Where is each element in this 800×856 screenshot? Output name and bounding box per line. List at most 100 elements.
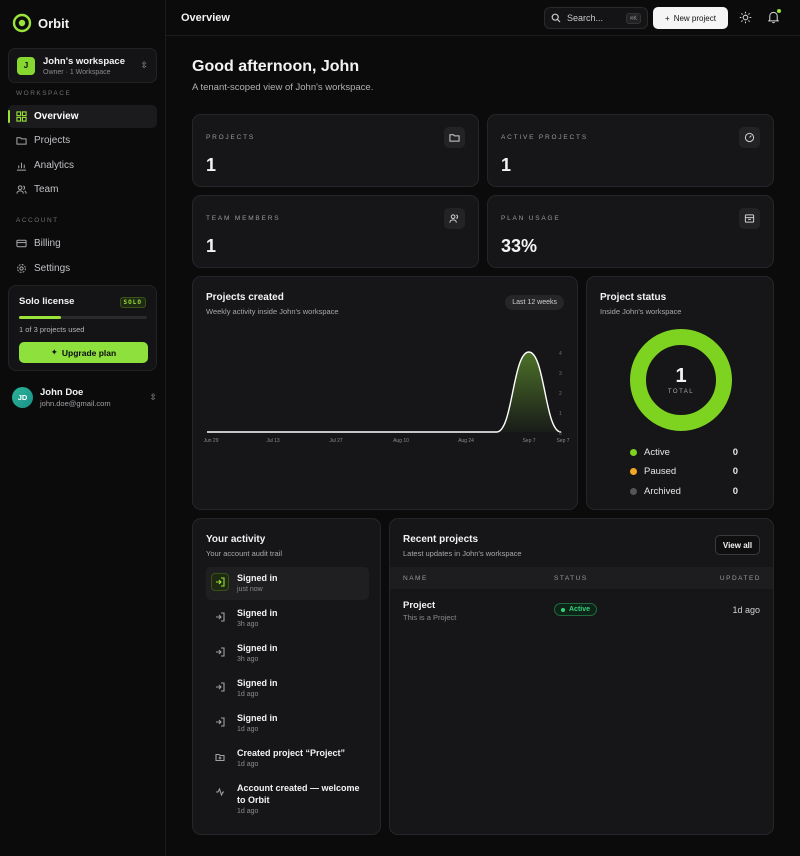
upgrade-plan-button[interactable]: ✦ Upgrade plan [19,342,148,363]
range-selector[interactable]: Last 12 weeks [505,295,564,310]
gauge-icon [739,127,760,148]
chart-area-fill [207,352,561,432]
legend-dot [630,449,637,456]
users-icon [16,185,27,194]
archive-icon [739,208,760,229]
users-icon [444,208,465,229]
activity-time: 1d ago [237,726,259,733]
workspace-switcher[interactable]: J John's workspace Owner · 1 Workspace ⇳ [8,48,157,83]
chart-data-point[interactable] [270,431,273,434]
project-status-card: Project status Inside John's workspace 1… [586,276,774,510]
sign-in-icon [211,573,229,591]
project-status-title: Project status [600,292,667,303]
activity-item[interactable]: Account created — welcome to Orbit 1d ag… [206,777,369,821]
y-tick-label: 1 [559,411,562,417]
chart-data-point[interactable] [463,431,466,434]
folder-icon [444,127,465,148]
sparkle-icon: ✦ [50,347,58,357]
sidebar-item-analytics[interactable]: Analytics [8,154,157,177]
greeting-subtitle: A tenant-scoped view of John's workspace… [192,82,374,93]
column-header-name[interactable]: NAME [403,575,428,582]
activity-icon [211,783,229,801]
recent-projects-card: Recent projects Latest updates in John's… [389,518,774,835]
activity-time: just now [237,586,263,593]
user-menu[interactable]: JD John Doe john.doe@gmail.com ⇳ [12,387,157,408]
column-header-updated[interactable]: UPDATED [719,575,761,582]
sidebar-item-billing[interactable]: Billing [8,232,157,255]
y-tick-label: 3 [559,371,562,377]
chart-data-point[interactable] [334,431,337,434]
bell-icon[interactable] [767,10,780,24]
y-tick-label: 2 [559,391,562,397]
activity-item[interactable]: Signed in just now [206,567,369,600]
legend-dot [630,468,637,475]
workspace-name: John's workspace [43,55,125,67]
legend-label: Active [644,447,670,458]
sidebar-item-label: Team [34,184,59,195]
sidebar-item-label: Settings [34,263,71,274]
activity-item[interactable]: Signed in 3h ago [206,637,369,670]
donut-segment-active [630,329,732,431]
legend-count: 0 [732,466,738,477]
activity-item[interactable]: Created project “Project” 1d ago [206,742,369,775]
sidebar-item-overview[interactable]: Overview [8,105,157,128]
chart-data-point[interactable] [206,431,209,434]
legend-label: Archived [644,486,681,497]
stat-value: 1 [501,155,512,175]
card-icon [16,239,27,248]
activity-time: 1d ago [237,761,259,768]
chart-icon [16,162,27,171]
sign-in-icon [211,608,229,626]
activity-title-text: Signed in [237,643,278,653]
stat-card-projects: PROJECTS 1 [192,114,479,187]
activity-time: 3h ago [237,656,259,663]
sidebar-item-team[interactable]: Team [8,178,157,201]
legend-count: 0 [732,447,738,458]
activity-subtitle: Your account audit trail [206,549,283,558]
view-all-button[interactable]: View all [715,535,760,555]
chart-data-point[interactable] [495,431,498,434]
stat-card-active-projects: ACTIVE PROJECTS 1 [487,114,774,187]
activity-item[interactable]: Signed in 3h ago [206,602,369,635]
x-tick-label: Jul 13 [266,438,280,444]
project-name[interactable]: Project [403,600,436,611]
activity-title-text: Signed in [237,608,278,618]
license-progress-bar [19,316,147,319]
sidebar-item-label: Analytics [34,160,75,171]
column-header-status[interactable]: STATUS [554,575,588,582]
chart-data-point[interactable] [527,351,530,354]
chart-data-point[interactable] [238,431,241,434]
greeting-title: Good afternoon, John [192,58,360,75]
chart-data-point[interactable] [431,431,434,434]
license-badge: SOLO [119,297,146,308]
activity-item[interactable]: Signed in 1d ago [206,707,369,740]
orbit-logo-icon [12,13,32,33]
search-input[interactable]: Search... ⌘K [544,7,648,29]
stat-value: 33% [501,236,538,256]
stat-value: 1 [206,236,217,256]
project-description: This is a Project [403,613,457,622]
legend-item-paused: Paused 0 [630,466,738,477]
donut-total-value: 1 [675,365,687,387]
new-project-button[interactable]: + New project [653,7,728,29]
sign-in-icon [211,643,229,661]
sidebar-item-projects[interactable]: Projects [8,129,157,152]
license-progress-fill [19,316,62,319]
chart-data-point[interactable] [302,431,305,434]
page-title: Overview [181,12,230,24]
x-tick-label: Jun 29 [203,438,218,444]
projects-created-card: Projects created Weekly activity inside … [192,276,578,510]
theme-toggle-sun-icon[interactable] [739,11,752,24]
sidebar-item-settings[interactable]: Settings [8,257,157,280]
chart-data-point[interactable] [399,431,402,434]
y-tick-label: 0 [559,431,562,437]
chart-data-point[interactable] [366,431,369,434]
x-tick-label: Jul 27 [329,438,343,444]
y-tick-label: 4 [559,351,562,357]
stat-value: 1 [206,155,217,175]
upgrade-plan-label: Upgrade plan [61,347,117,358]
activity-title-text: Signed in [237,573,278,583]
app-logo[interactable]: Orbit [12,13,69,33]
legend-item-active: Active 0 [630,447,738,458]
activity-item[interactable]: Signed in 1d ago [206,672,369,705]
